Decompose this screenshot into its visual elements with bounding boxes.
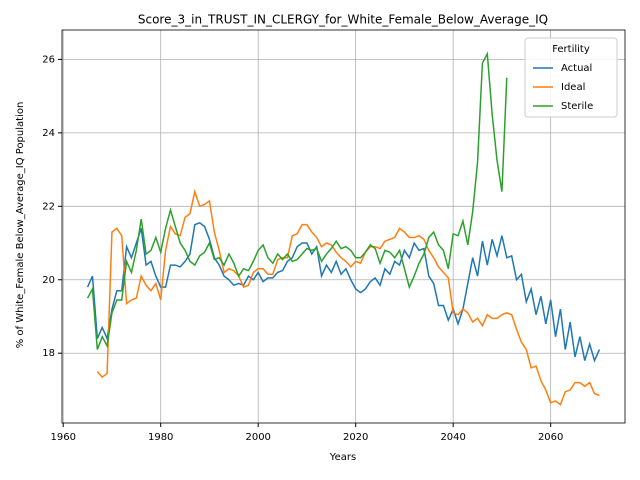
y-tick-label: 26 <box>42 54 55 65</box>
legend-title: Fertility <box>552 44 590 55</box>
data-line <box>86 51 508 350</box>
data-line <box>86 221 601 363</box>
legend-label: Sterile <box>561 101 593 112</box>
legend-label: Ideal <box>561 82 585 93</box>
y-tick-label: 24 <box>42 128 55 139</box>
y-tick-label: 20 <box>42 275 55 286</box>
x-axis-label: Years <box>329 452 356 463</box>
y-tick-label: 22 <box>42 201 55 212</box>
data-line <box>96 188 600 406</box>
x-tick-label: 2040 <box>440 432 465 443</box>
y-tick-label: 18 <box>42 348 55 359</box>
x-tick-label: 1960 <box>50 432 75 443</box>
x-tick-label: 1980 <box>148 432 173 443</box>
x-tick-label: 2060 <box>538 432 563 443</box>
plot-frame <box>61 29 626 424</box>
y-axis-label: % of White_Female Below_Average_IQ Popul… <box>15 102 26 349</box>
x-tick-label: 2020 <box>343 432 368 443</box>
legend-box <box>524 37 618 118</box>
x-tick-label: 2000 <box>245 432 270 443</box>
chart-title: Score_3_in_TRUST_IN_CLERGY_for_White_Fem… <box>138 13 548 27</box>
legend-label: Actual <box>561 63 592 74</box>
